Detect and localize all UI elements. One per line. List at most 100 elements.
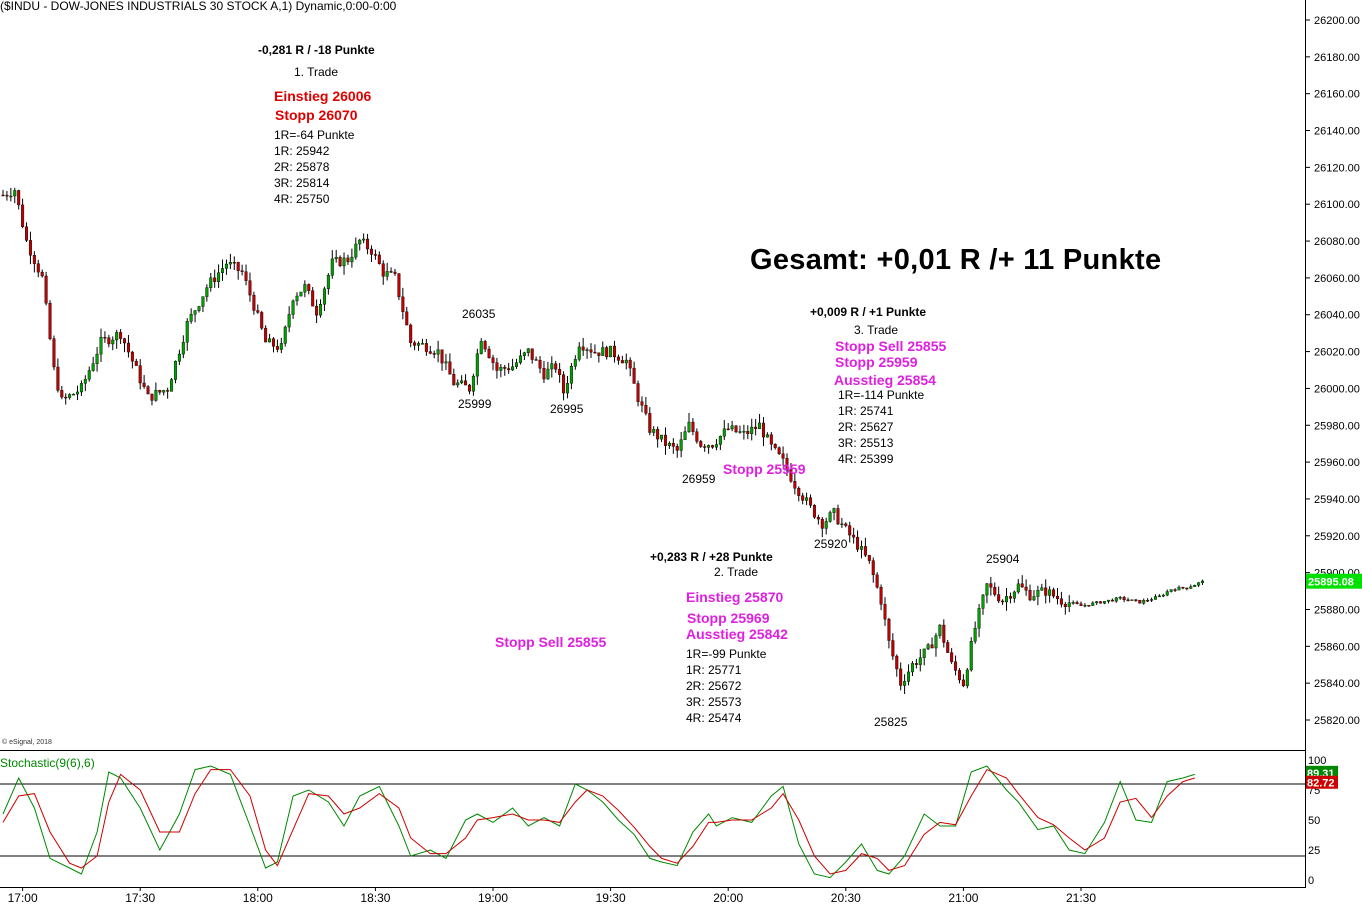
candle-up xyxy=(87,370,91,380)
candle-up xyxy=(79,383,83,393)
price-label-25904: 25904 xyxy=(986,552,1020,566)
candle-up xyxy=(840,523,844,526)
candle-up xyxy=(1150,599,1154,601)
candle-down xyxy=(793,481,797,489)
candle-up xyxy=(475,353,479,377)
time-tick-label: 20:30 xyxy=(831,891,861,905)
candle-up xyxy=(969,641,973,671)
stochastic-d-value: 82.72 xyxy=(1307,778,1335,790)
candle-down xyxy=(558,369,562,375)
candle-down xyxy=(899,668,903,686)
candle-down xyxy=(954,661,958,671)
price-tick-label: 25820.00 xyxy=(1314,715,1360,727)
candle-down xyxy=(1028,590,1032,601)
candle-up xyxy=(859,546,863,550)
candle-up xyxy=(444,361,448,364)
candle-down xyxy=(452,374,456,386)
candle-down xyxy=(836,508,840,525)
price-tick-label: 25860.00 xyxy=(1314,641,1360,653)
time-tick-label: 21:30 xyxy=(1066,891,1096,905)
price-tick-label: 26100.00 xyxy=(1314,199,1360,211)
trade1-stop: Stopp 26070 xyxy=(275,107,358,123)
candle-up xyxy=(903,681,907,686)
candle-down xyxy=(44,275,48,304)
candle-down xyxy=(150,393,154,401)
candle-down xyxy=(369,248,373,255)
candle-up xyxy=(828,512,832,522)
candle-up xyxy=(569,366,573,384)
candle-down xyxy=(373,254,377,256)
candle-down xyxy=(381,263,385,277)
candle-down xyxy=(64,396,68,399)
candle-down xyxy=(711,445,715,448)
candle-up xyxy=(707,445,711,448)
candle-down xyxy=(597,352,601,356)
time-tick-label: 20:00 xyxy=(713,891,743,905)
candle-up xyxy=(1103,601,1107,604)
trade3-level-2: 2R: 25627 xyxy=(838,420,894,434)
trade2-level-4: 4R: 25474 xyxy=(686,711,742,725)
time-tick-label: 18:00 xyxy=(243,891,273,905)
candle-up xyxy=(268,338,272,343)
stochastic-k-value-box xyxy=(1306,765,1338,779)
candle-up xyxy=(111,339,115,345)
trade2-level-3: 3R: 25573 xyxy=(686,695,742,709)
candle-down xyxy=(36,263,40,273)
candle-up xyxy=(193,310,197,315)
candle-up xyxy=(99,336,103,355)
candle-up xyxy=(1130,599,1134,601)
candle-down xyxy=(60,390,64,398)
candle-up xyxy=(1118,597,1122,599)
candle-down xyxy=(746,431,750,434)
candle-down xyxy=(946,642,950,653)
trade2-entry: Einstieg 25870 xyxy=(686,589,784,605)
stochastic-title: Stochastic(9(6),6) xyxy=(0,756,95,770)
candle-down xyxy=(887,618,891,641)
trade1-level-1: 1R: 25942 xyxy=(274,144,330,158)
trade2-exit: Ausstieg 25842 xyxy=(686,626,788,642)
price-tick-label: 26060.00 xyxy=(1314,273,1360,285)
candle-up xyxy=(718,436,722,445)
candle-up xyxy=(322,288,326,305)
candle-up xyxy=(652,429,656,433)
candle-down xyxy=(636,383,640,402)
candle-up xyxy=(1169,589,1173,592)
candle-down xyxy=(491,357,495,363)
price-tick-label: 26120.00 xyxy=(1314,162,1360,174)
candle-down xyxy=(628,359,632,369)
candle-up xyxy=(573,359,577,367)
trade3-level-r: 1R=-114 Punkte xyxy=(838,388,925,402)
candle-up xyxy=(115,332,119,341)
price-label-25920: 25920 xyxy=(814,537,848,551)
candle-down xyxy=(816,517,820,520)
candle-down xyxy=(107,337,111,345)
price-tick-label: 25960.00 xyxy=(1314,457,1360,469)
candle-down xyxy=(48,303,52,339)
candle-down xyxy=(56,366,60,391)
candle-down xyxy=(1134,599,1138,601)
candle-down xyxy=(428,351,432,354)
candle-down xyxy=(401,296,405,313)
candle-down xyxy=(989,583,993,588)
candle-down xyxy=(397,273,401,298)
candle-down xyxy=(875,574,879,588)
candle-down xyxy=(1020,583,1024,588)
candle-down xyxy=(1044,587,1048,596)
candle-up xyxy=(922,648,926,658)
candle-down xyxy=(640,401,644,406)
candle-down xyxy=(213,277,217,282)
price-label-25825: 25825 xyxy=(874,715,908,729)
trade1-level-r: 1R=-64 Punkte xyxy=(274,128,355,142)
price-axis: 26200.00 26180.00 26160.00 26140.00 26120.00… xyxy=(1305,15,1362,727)
candle-down xyxy=(997,594,1001,602)
candle-up xyxy=(683,431,687,440)
candle-up xyxy=(1032,596,1036,601)
candle-up xyxy=(189,313,193,322)
price-tick-label: 25840.00 xyxy=(1314,678,1360,690)
candle-down xyxy=(377,254,381,264)
candle-up xyxy=(91,363,95,371)
candle-down xyxy=(1122,597,1126,601)
candle-down xyxy=(801,495,805,501)
